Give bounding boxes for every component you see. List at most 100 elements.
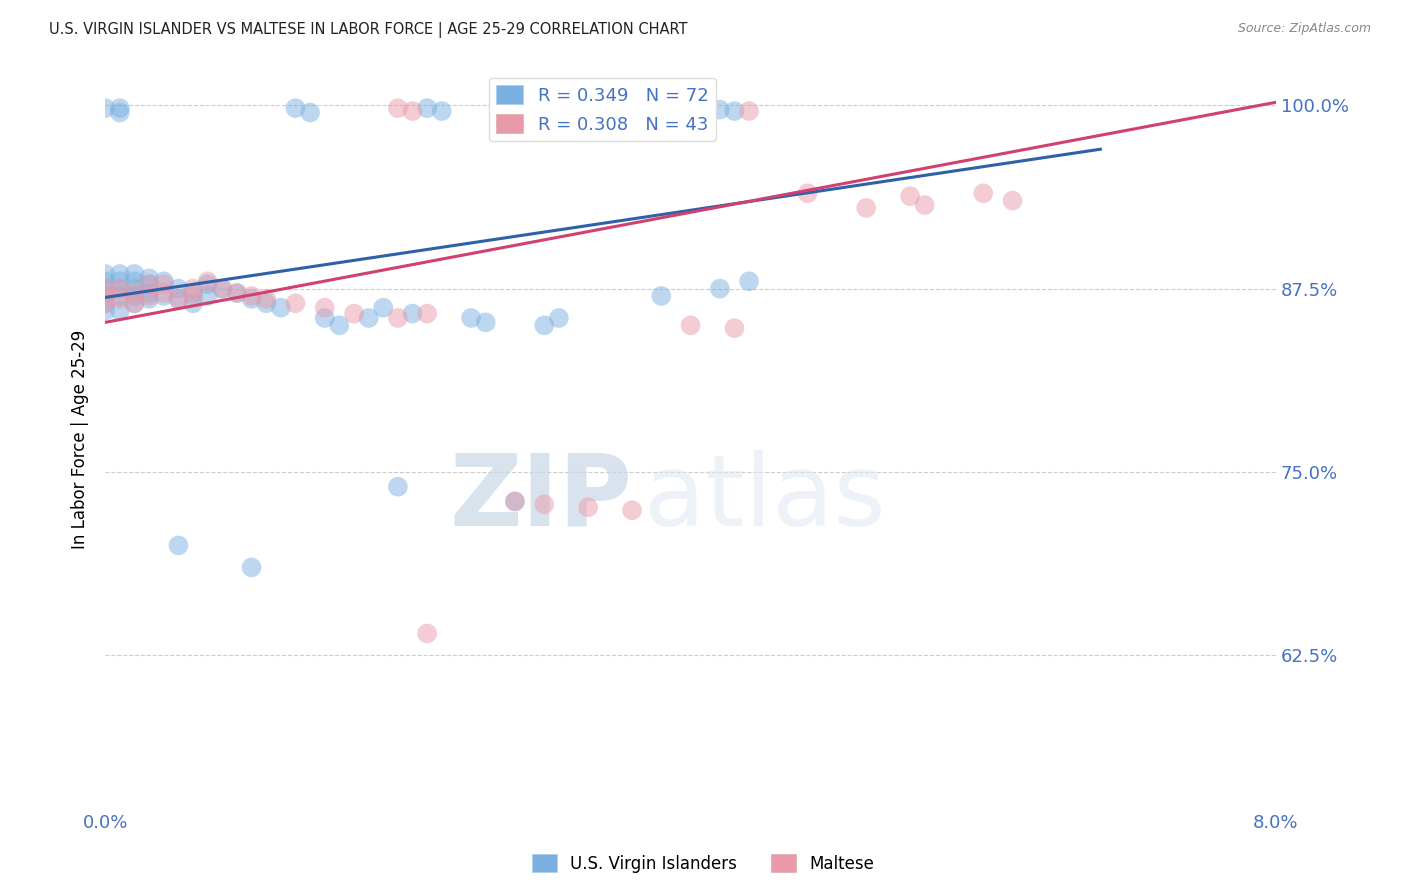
Point (94, 101, 117, 115)
Text: U.S. VIRGIN ISLANDER VS MALTESE IN LABOR FORCE | AGE 25-29 CORRELATION CHART: U.S. VIRGIN ISLANDER VS MALTESE IN LABOR… (49, 22, 688, 38)
Point (972, 186, 994, 201)
Point (167, 292, 190, 306)
Point (343, 307, 366, 321)
Point (138, 277, 160, 292)
Text: Source: ZipAtlas.com: Source: ZipAtlas.com (1237, 22, 1371, 36)
Point (138, 277, 160, 292)
Point (357, 310, 380, 325)
Point (533, 497, 555, 511)
Point (124, 289, 146, 303)
Point (152, 274, 174, 288)
Point (898, 189, 921, 203)
Point (738, 274, 761, 288)
Point (124, 274, 146, 288)
Point (328, 318, 350, 333)
Point (270, 301, 292, 315)
Point (124, 267, 146, 281)
Point (709, 282, 731, 296)
Point (108, 303, 131, 318)
Point (226, 286, 249, 301)
Point (138, 271, 160, 285)
Point (138, 289, 160, 303)
Point (94, 289, 117, 303)
Point (167, 282, 190, 296)
Point (533, 318, 555, 333)
Point (314, 301, 336, 315)
Point (547, 310, 569, 325)
Point (94, 267, 117, 281)
Point (636, 105, 658, 120)
Point (108, 101, 131, 115)
Point (723, 104, 745, 119)
Point (94, 274, 117, 288)
Point (636, 105, 658, 120)
Point (240, 289, 263, 303)
Point (226, 286, 249, 301)
Point (738, 104, 761, 119)
Point (181, 282, 204, 296)
Point (240, 292, 263, 306)
Point (430, 104, 453, 119)
Point (167, 538, 190, 552)
Point (387, 310, 409, 325)
Point (401, 104, 423, 119)
Point (387, 101, 409, 115)
Point (197, 289, 219, 303)
Point (284, 101, 307, 115)
Point (254, 296, 277, 310)
Point (94, 289, 117, 303)
Point (167, 292, 190, 306)
Point (474, 315, 496, 329)
Point (709, 103, 731, 117)
Point (108, 289, 131, 303)
Point (124, 296, 146, 310)
Point (621, 503, 644, 517)
Point (197, 277, 219, 292)
Point (679, 318, 702, 333)
Point (855, 201, 877, 215)
Text: ZIP: ZIP (449, 450, 633, 547)
Point (503, 494, 526, 508)
Point (519, 107, 541, 121)
Point (503, 103, 526, 117)
Point (240, 560, 263, 574)
Point (416, 307, 439, 321)
Point (211, 282, 233, 296)
Point (284, 296, 307, 310)
Point (254, 292, 277, 306)
Point (181, 286, 204, 301)
Point (416, 626, 439, 640)
Point (387, 480, 409, 494)
Point (1001, 194, 1024, 208)
Point (108, 105, 131, 120)
Point (94, 303, 117, 318)
Point (94, 296, 117, 310)
Point (373, 301, 395, 315)
Point (401, 307, 423, 321)
Point (108, 282, 131, 296)
Legend: U.S. Virgin Islanders, Maltese: U.S. Virgin Islanders, Maltese (526, 847, 880, 880)
Point (621, 103, 644, 117)
Point (503, 103, 526, 117)
Legend: R = 0.349   N = 72, R = 0.308   N = 43: R = 0.349 N = 72, R = 0.308 N = 43 (489, 78, 716, 141)
Y-axis label: In Labor Force | Age 25-29: In Labor Force | Age 25-29 (72, 329, 89, 549)
Point (152, 277, 174, 292)
Point (94, 282, 117, 296)
Point (460, 310, 482, 325)
Point (416, 101, 439, 115)
Point (108, 267, 131, 281)
Point (124, 282, 146, 296)
Point (299, 105, 322, 120)
Point (108, 282, 131, 296)
Point (94, 296, 117, 310)
Point (124, 296, 146, 310)
Point (108, 292, 131, 306)
Point (503, 494, 526, 508)
Point (314, 310, 336, 325)
Point (181, 296, 204, 310)
Point (138, 292, 160, 306)
Point (152, 286, 174, 301)
Point (723, 321, 745, 335)
Text: atlas: atlas (644, 450, 886, 547)
Point (94, 282, 117, 296)
